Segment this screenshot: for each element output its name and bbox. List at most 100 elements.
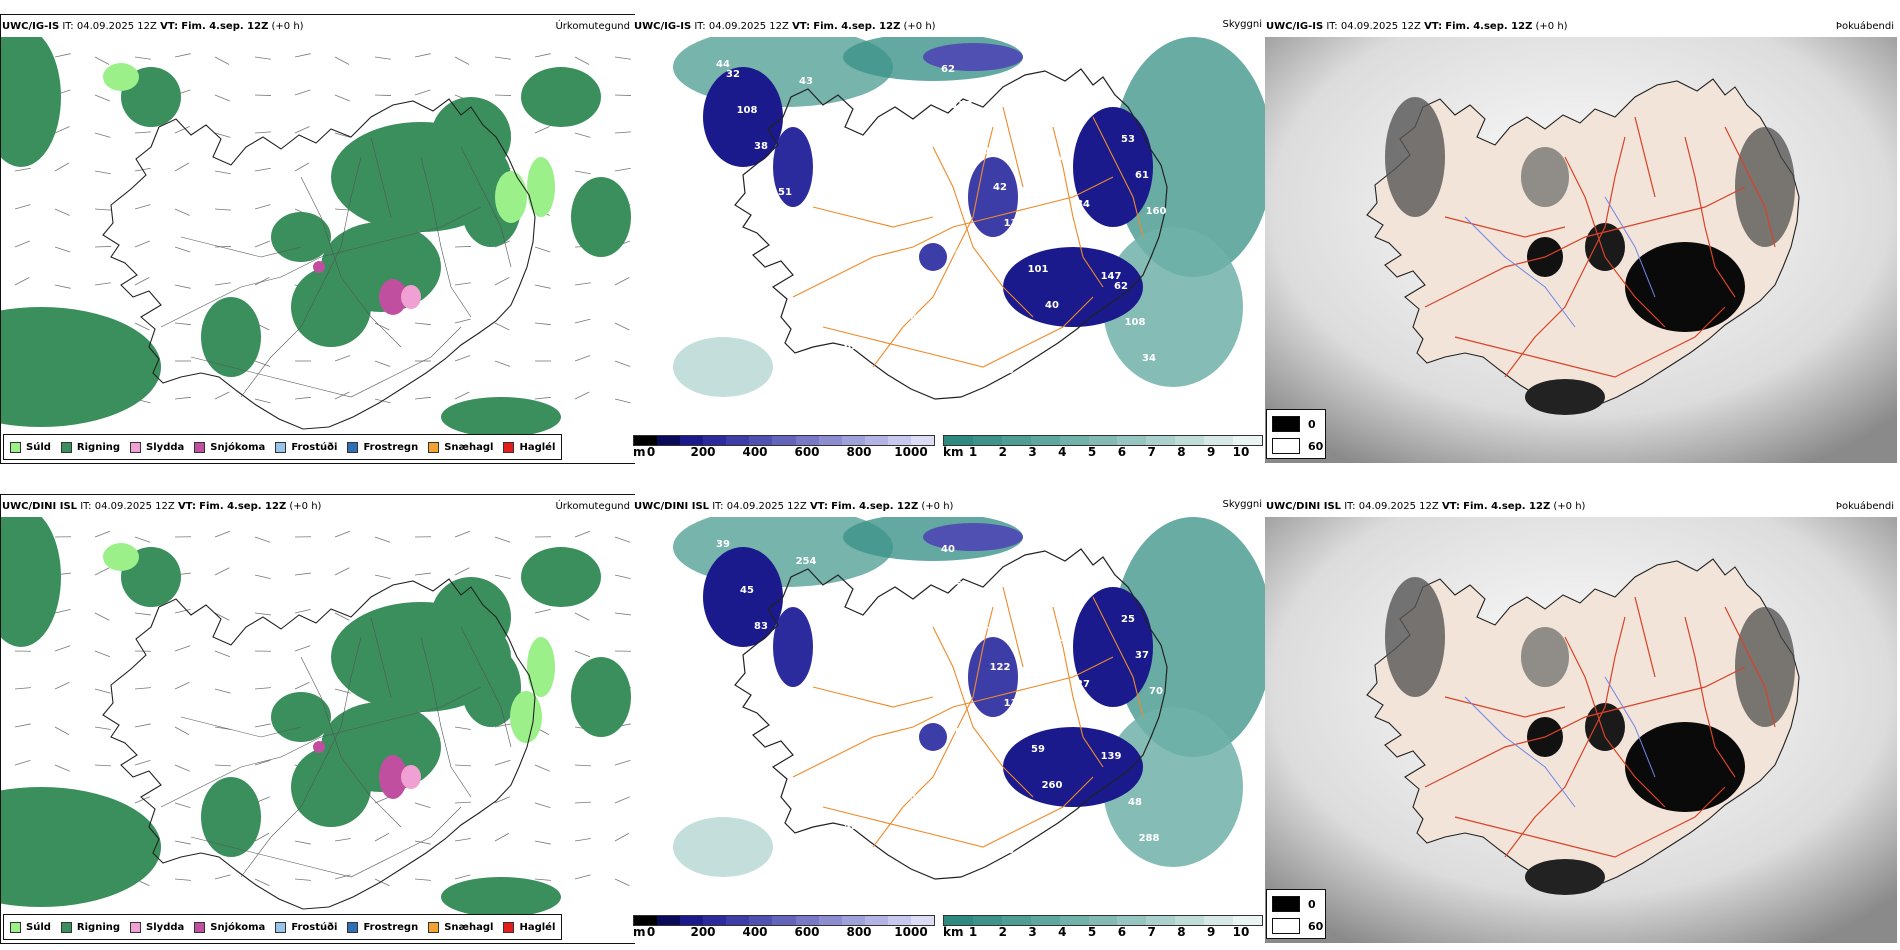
road-line: [420, 636, 472, 798]
cloud-base-label: 109: [855, 857, 876, 868]
vt-value: Fim. 4.sep. 12Z: [1445, 21, 1533, 32]
legend-swatch: [275, 441, 287, 453]
wind-barb: [374, 94, 392, 96]
visibility-area: [1113, 517, 1265, 757]
cloud-base-label: 45: [740, 585, 754, 596]
wind-barb: [334, 355, 351, 362]
wind-barb: [134, 723, 151, 728]
visibility-area: [1103, 227, 1243, 387]
road-line: [1504, 136, 1626, 378]
cloud-base-label: 170: [803, 259, 824, 270]
wind-barb: [454, 726, 471, 730]
panel-title: Úrkomutegund: [555, 21, 630, 32]
colorbar-tick: 5: [1087, 925, 1097, 939]
colorbar-tick: 600: [794, 925, 820, 939]
road-line: [1634, 596, 1656, 678]
road-line: [1724, 126, 1776, 248]
rain-area: [271, 692, 331, 742]
wind-barb: [494, 360, 511, 367]
wind-barb: [14, 759, 31, 766]
colorbar-tick: 7: [1147, 925, 1156, 939]
cloud-base-labels: 39 45 32 113 139 112 109 50 53 70 72 55 48 50 83 57 89 26…: [716, 539, 1163, 873]
wind-barb: [614, 322, 630, 331]
cloud-base-label: 37: [1097, 88, 1111, 99]
legend-swatch: [194, 441, 206, 453]
legend-swatch: [275, 921, 287, 933]
cloud-base-label: 73: [934, 691, 948, 702]
drizzle-area: [527, 157, 555, 217]
rain-area: [1, 787, 161, 907]
panel-title: Þokuábendi: [1835, 501, 1894, 512]
visibility-area: [1103, 707, 1243, 867]
colorbar-unit: m: [633, 925, 646, 939]
legend-item: Haglél: [503, 441, 555, 453]
cloud-base-label: 40: [1024, 81, 1038, 92]
cloud-base-label: 288: [1139, 833, 1160, 844]
wind-barb: [454, 391, 470, 400]
cloud-base-label: 55: [903, 792, 917, 803]
legend-label: Súld: [26, 441, 51, 453]
cloud-base-label: 59: [1031, 744, 1045, 755]
rain-area: [291, 267, 371, 347]
wind-barb: [134, 612, 151, 616]
height-colorbar: m 0 200 400 600 800 1000: [633, 435, 935, 461]
cloud-base-label: 48: [1128, 797, 1142, 808]
wind-barb: [574, 132, 591, 138]
fog-map: [1265, 37, 1897, 463]
fog-area: [1525, 859, 1605, 895]
rain-area: [521, 67, 601, 127]
cloud-base-label: 108: [737, 105, 758, 116]
drizzle-area: [103, 63, 139, 91]
vt-value: Fim. 4.sep. 12Z: [831, 501, 919, 512]
wind-barb: [134, 322, 150, 331]
it-value: 04.09.2025 12Z: [1340, 21, 1421, 32]
cloud-area: [923, 523, 1023, 551]
wind-barb: [94, 94, 110, 102]
wind-barb: [214, 170, 231, 175]
cloud-base-label: 53: [1052, 633, 1066, 644]
fog-area: [1521, 627, 1569, 687]
it-label: IT:: [80, 501, 92, 512]
wind-barb: [94, 650, 111, 658]
visibility-area: [673, 817, 773, 877]
wind-barb: [414, 322, 431, 326]
cloud-base-label: 50: [1097, 568, 1111, 579]
legend-label: Slydda: [146, 441, 185, 453]
colorbar-tick: 1: [968, 445, 978, 459]
legend-item: Frostúði: [275, 921, 337, 933]
colorbar-bin: [634, 916, 658, 925]
cloud-base-label: 32: [910, 645, 924, 656]
wind-barb: [534, 878, 551, 881]
cloud-base-label: 70: [1149, 686, 1163, 697]
wind-barb: [134, 56, 151, 60]
wind-barb: [174, 609, 191, 614]
wind-barb: [134, 759, 151, 766]
wind-barb: [134, 687, 151, 690]
colorbar-bin: [1088, 436, 1118, 445]
cloud-area: [773, 607, 813, 687]
model-name: UWC/IG-IS: [1266, 21, 1324, 32]
wind-barb: [174, 840, 191, 845]
wind-barb: [294, 126, 310, 134]
cloud-base-label: 58: [1090, 235, 1104, 246]
wind-barb: [214, 56, 230, 65]
legend-swatch: [503, 921, 515, 933]
lead-offset: (+0 h): [921, 501, 954, 512]
cloud-area: [703, 67, 783, 167]
fog-legend: 0 60: [1266, 889, 1326, 939]
cloud-base-label: 78: [837, 158, 851, 169]
cloud-base-label: 69: [747, 288, 761, 299]
cloud-base-label: 50: [1000, 365, 1014, 376]
wind-barb: [174, 284, 191, 289]
vt-value: Fim. 4.sep. 12Z: [199, 501, 287, 512]
cloud-base-label: 69: [882, 573, 896, 584]
wind-barb: [614, 277, 630, 286]
cloud-base-label: 340: [758, 324, 779, 335]
model-name: UWC/IG-IS: [634, 21, 692, 32]
cloud-base-label: 44: [716, 59, 730, 70]
colorbar-tick: 9: [1207, 445, 1216, 459]
wind-barb: [294, 53, 311, 58]
wind-barb: [54, 726, 70, 736]
cloud-base-label: 35: [733, 732, 747, 743]
wind-barb: [494, 277, 510, 286]
